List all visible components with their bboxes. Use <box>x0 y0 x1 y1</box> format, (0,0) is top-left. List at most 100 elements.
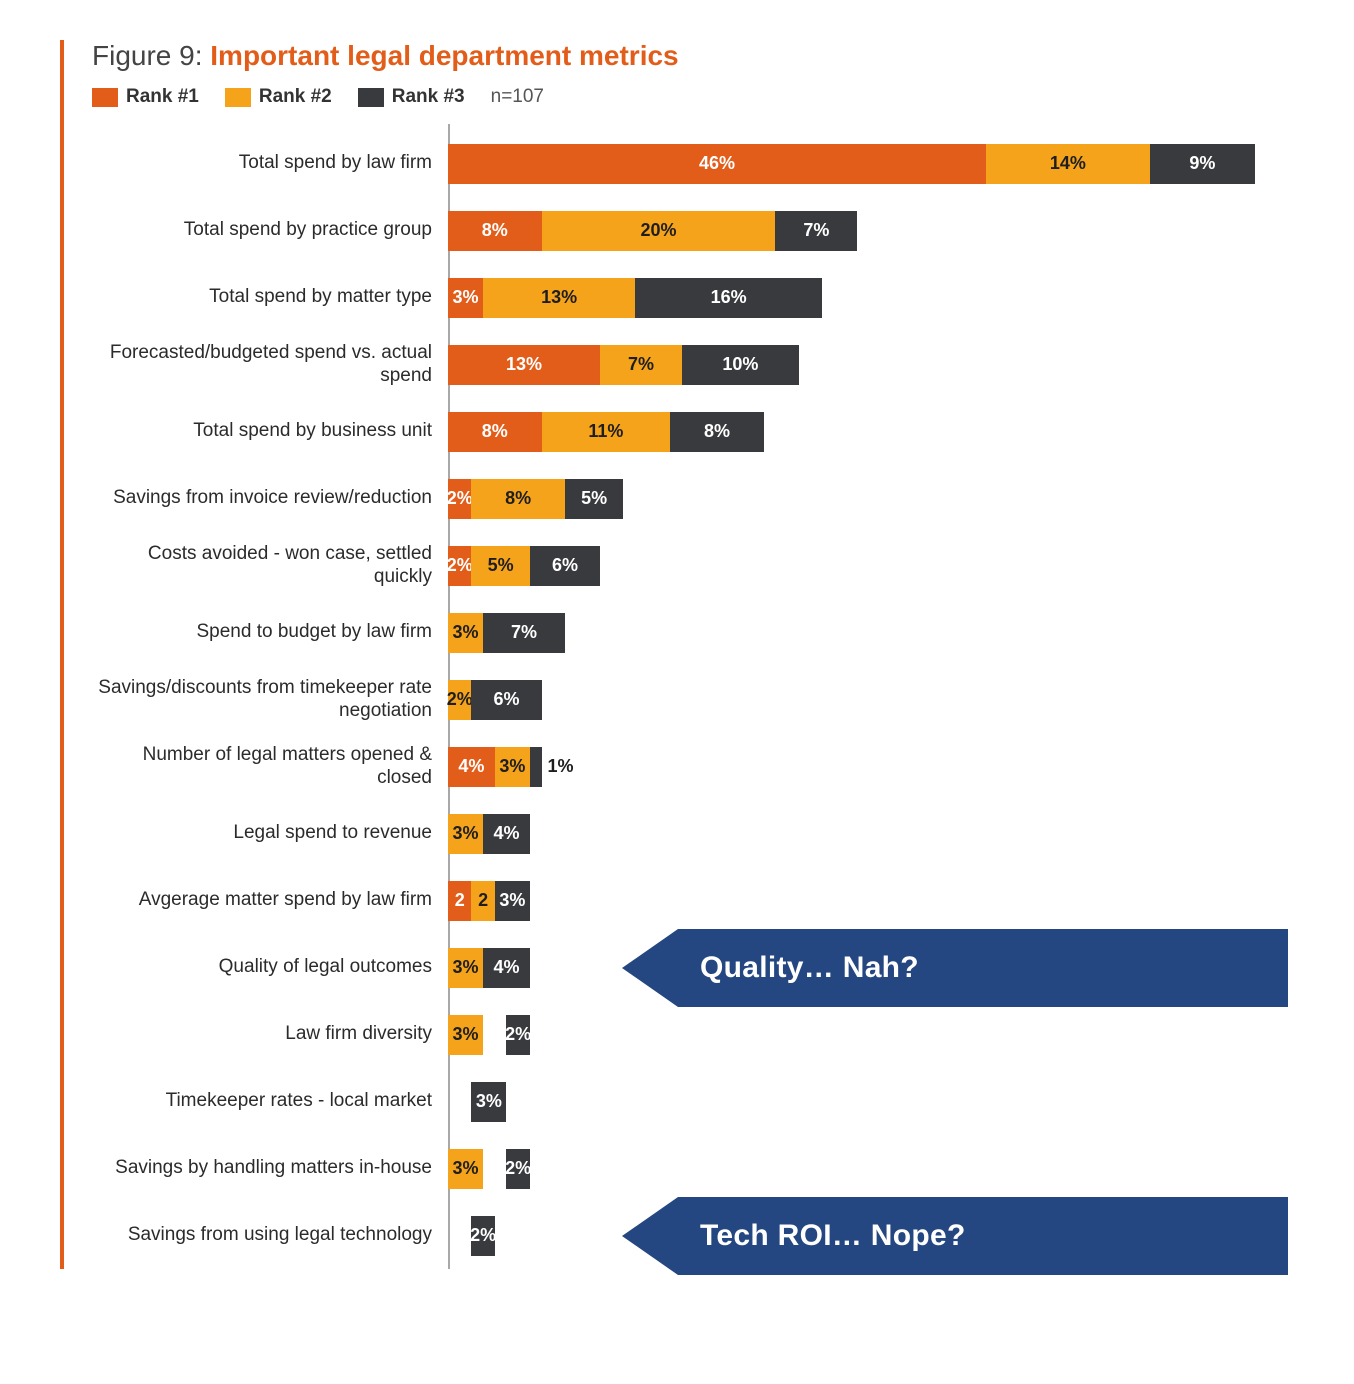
bar-segment-r1: 8% <box>448 211 542 251</box>
row-label: Costs avoided - won case, settled quickl… <box>92 543 448 589</box>
row-label: Spend to budget by law firm <box>92 621 448 644</box>
row-label: Number of legal matters opened & closed <box>92 744 448 790</box>
bar-segment-r3: 3% <box>471 1082 506 1122</box>
bar-segment-r1: 2 <box>448 881 471 921</box>
chart-row: Total spend by practice group8%20%7% <box>92 197 1294 264</box>
chart-row: Forecasted/budgeted spend vs. actual spe… <box>92 331 1294 398</box>
bar-segment-r2: 3% <box>448 613 483 653</box>
bar-segment-r1: 8% <box>448 412 542 452</box>
legend-label: Rank #2 <box>259 86 332 108</box>
bar-segment-r3: 9% <box>1150 144 1255 184</box>
callout-arrow-head <box>622 1197 678 1275</box>
bar-segment-r3: 6% <box>530 546 600 586</box>
row-label: Quality of legal outcomes <box>92 956 448 979</box>
bar-segment-r3: 8% <box>670 412 764 452</box>
bar-segment-r2: 20% <box>542 211 776 251</box>
bar-area: 223% <box>448 881 1294 921</box>
bar-segment-r3: 6% <box>471 680 541 720</box>
bar-segment-r1: 46% <box>448 144 986 184</box>
bar-segment-r1: 4% <box>448 747 495 787</box>
bar-area: 46%14%9% <box>448 144 1294 184</box>
chart-row: Number of legal matters opened & closed4… <box>92 733 1294 800</box>
bar-area: 3% <box>448 1082 1294 1122</box>
legend-swatch-rank3 <box>358 88 384 107</box>
callout-arrow-annotation: Quality… Nah? <box>622 929 1324 1007</box>
bar-segment-r2: 13% <box>483 278 635 318</box>
chart-row: Total spend by matter type3%13%16% <box>92 264 1294 331</box>
bar-segment-r3: 7% <box>483 613 565 653</box>
chart-row: Spend to budget by law firm3%7% <box>92 599 1294 666</box>
bar-segment-r1: 13% <box>448 345 600 385</box>
bar-segment-r3: 3% <box>495 881 530 921</box>
figure-title: Figure 9: Important legal department met… <box>92 40 1294 72</box>
bar-segment-r3: 5% <box>565 479 623 519</box>
chart-row: Costs avoided - won case, settled quickl… <box>92 532 1294 599</box>
bar-segment-r3: 4% <box>483 948 530 988</box>
legend-swatch-rank2 <box>225 88 251 107</box>
bar-area: 2%6% <box>448 680 1294 720</box>
bar-area: 3%7% <box>448 613 1294 653</box>
bar-segment-r3: 4% <box>483 814 530 854</box>
legend-swatch-rank1 <box>92 88 118 107</box>
bar-segment-r1: 2% <box>448 479 471 519</box>
chart-row: Law firm diversity3% 2% <box>92 1001 1294 1068</box>
callout-text: Tech ROI… Nope? <box>678 1197 1288 1275</box>
legend-label: Rank #1 <box>126 86 199 108</box>
row-label: Savings from invoice review/reduction <box>92 487 448 510</box>
legend-item-rank1: Rank #1 <box>92 86 199 108</box>
legend-n: n=107 <box>491 86 544 108</box>
bar-area: 13%7%10% <box>448 345 1294 385</box>
bar-segment-r1: 2% <box>448 546 471 586</box>
bar-segment-r1: 3% <box>448 278 483 318</box>
figure-container: Figure 9: Important legal department met… <box>60 40 1294 1269</box>
bar-segment-r2: 2 <box>471 881 494 921</box>
row-label: Total spend by law firm <box>92 152 448 175</box>
bar-segment-r2: 3% <box>448 948 483 988</box>
bar-segment-r3: 2% <box>506 1015 529 1055</box>
row-label: Savings from using legal technology <box>92 1224 448 1247</box>
callout-arrow-head <box>622 929 678 1007</box>
bar-segment-r2: 3% <box>495 747 530 787</box>
bar-area: 3% 2% <box>448 1015 1294 1055</box>
legend-item-rank2: Rank #2 <box>225 86 332 108</box>
bar-area: 4%3%1% <box>448 747 1294 787</box>
row-label: Forecasted/budgeted spend vs. actual spe… <box>92 342 448 388</box>
row-label: Legal spend to revenue <box>92 822 448 845</box>
chart-row: Avgerage matter spend by law firm223% <box>92 867 1294 934</box>
bar-segment-r2: 14% <box>986 144 1150 184</box>
chart-row: Timekeeper rates - local market 3% <box>92 1068 1294 1135</box>
legend-item-rank3: Rank #3 <box>358 86 465 108</box>
bar-area: 2%8%5% <box>448 479 1294 519</box>
bar-segment-r3: 2% <box>506 1149 529 1189</box>
row-label: Total spend by practice group <box>92 219 448 242</box>
bar-area: 3%2% <box>448 1149 1294 1189</box>
bar-segment-r2: 7% <box>600 345 682 385</box>
bar-segment-r2: 5% <box>471 546 529 586</box>
chart-row: Savings from invoice review/reduction2%8… <box>92 465 1294 532</box>
bar-segment-r3: 7% <box>775 211 857 251</box>
legend-label: Rank #3 <box>392 86 465 108</box>
row-label: Savings by handling matters in-house <box>92 1157 448 1180</box>
bar-segment-r2: 8% <box>471 479 565 519</box>
callout-arrow-annotation: Tech ROI… Nope? <box>622 1197 1324 1275</box>
bar-area: 3%4% <box>448 814 1294 854</box>
row-label: Law firm diversity <box>92 1023 448 1046</box>
bar-segment-r2: 11% <box>542 412 671 452</box>
bar-area: 2%5%6% <box>448 546 1294 586</box>
row-label: Timekeeper rates - local market <box>92 1090 448 1113</box>
bar-segment-r3: 2% <box>471 1216 494 1256</box>
figure-prefix: Figure 9: <box>92 40 210 71</box>
figure-title-text: Important legal department metrics <box>210 40 678 71</box>
chart-rows: Total spend by law firm46%14%9% Total spe… <box>92 130 1294 1269</box>
chart-row: Legal spend to revenue3%4% <box>92 800 1294 867</box>
row-label: Avgerage matter spend by law firm <box>92 889 448 912</box>
chart-row: Savings/discounts from timekeeper rate n… <box>92 666 1294 733</box>
bar-segment-r3: 10% <box>682 345 799 385</box>
row-label: Total spend by business unit <box>92 420 448 443</box>
callout-text: Quality… Nah? <box>678 929 1288 1007</box>
row-label: Total spend by matter type <box>92 286 448 309</box>
bar-segment-r2: 3% <box>448 1015 483 1055</box>
bar-segment-r3: 16% <box>635 278 822 318</box>
chart-row: Savings by handling matters in-house3%2% <box>92 1135 1294 1202</box>
bar-segment-r2: 2% <box>448 680 471 720</box>
